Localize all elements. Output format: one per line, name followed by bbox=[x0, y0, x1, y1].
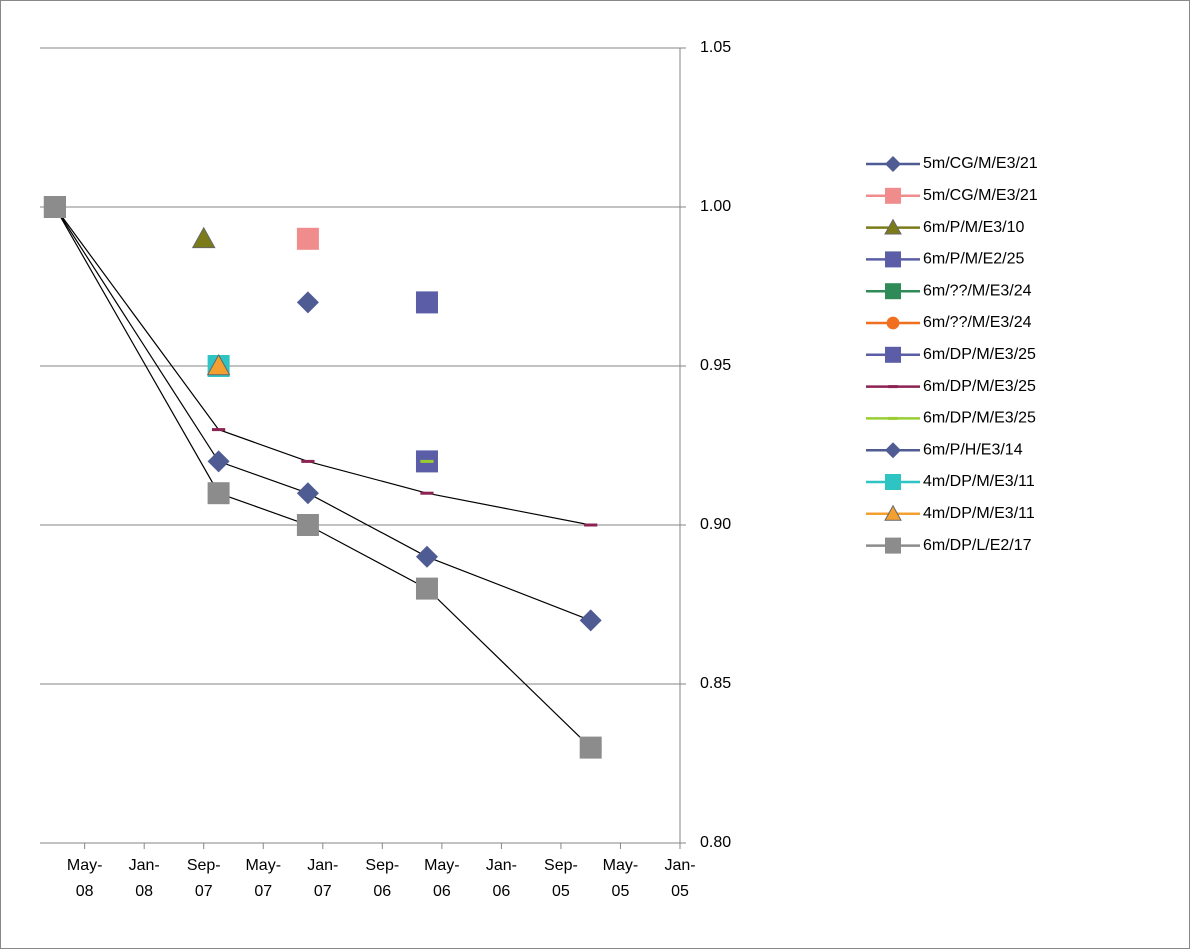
x-tick-label: Jan-08 bbox=[128, 857, 160, 900]
marker bbox=[888, 416, 898, 420]
legend-label: 6m/DP/M/E3/25 bbox=[923, 410, 1036, 427]
marker bbox=[885, 346, 901, 363]
series bbox=[296, 227, 319, 250]
legend-label: 6m/??/M/E3/24 bbox=[923, 282, 1032, 299]
marker bbox=[296, 227, 319, 250]
marker bbox=[584, 523, 598, 527]
series bbox=[206, 353, 231, 376]
marker bbox=[579, 609, 602, 632]
marker bbox=[296, 514, 319, 536]
marker bbox=[212, 428, 226, 432]
marker bbox=[301, 459, 315, 463]
marker bbox=[206, 353, 231, 376]
marker bbox=[885, 442, 901, 459]
marker bbox=[886, 316, 900, 330]
y-tick-label: 1.05 bbox=[700, 39, 731, 56]
marker bbox=[415, 577, 438, 600]
y-tick-label: 1.00 bbox=[700, 198, 731, 215]
x-tick-label: Jan-06 bbox=[485, 857, 517, 900]
marker bbox=[207, 482, 230, 505]
marker bbox=[207, 450, 230, 473]
marker bbox=[885, 537, 901, 554]
legend-label: 6m/DP/L/E2/17 bbox=[923, 537, 1032, 554]
legend-label: 6m/??/M/E3/24 bbox=[923, 314, 1032, 331]
y-tick-label: 0.95 bbox=[700, 357, 731, 374]
x-tick-label: Sep-06 bbox=[365, 857, 400, 900]
x-tick-label: Sep-07 bbox=[186, 857, 221, 900]
legend-label: 6m/P/M/E2/25 bbox=[923, 251, 1024, 268]
marker bbox=[885, 156, 901, 172]
legend-label: 5m/CG/M/E3/21 bbox=[923, 155, 1038, 172]
marker bbox=[884, 218, 902, 235]
x-tick-label: Jan-05 bbox=[664, 857, 696, 900]
series bbox=[43, 196, 602, 759]
marker bbox=[884, 504, 902, 521]
legend-label: 4m/DP/M/E3/11 bbox=[923, 473, 1035, 490]
legend-label: 6m/DP/M/E3/25 bbox=[923, 378, 1036, 395]
x-tick-label: May-07 bbox=[245, 857, 282, 900]
series bbox=[415, 291, 438, 314]
marker bbox=[885, 474, 901, 490]
marker bbox=[420, 491, 434, 495]
x-tick-label: Sep-05 bbox=[544, 857, 578, 900]
legend-label: 6m/P/H/E3/14 bbox=[923, 441, 1023, 458]
legend-label: 4m/DP/M/E3/11 bbox=[923, 505, 1035, 522]
marker bbox=[43, 196, 66, 218]
marker bbox=[191, 226, 216, 249]
marker bbox=[885, 283, 901, 300]
legend-label: 6m/P/M/E3/10 bbox=[923, 219, 1024, 236]
x-tick-label: Jan-07 bbox=[307, 857, 339, 900]
marker bbox=[885, 251, 901, 268]
series bbox=[191, 226, 216, 249]
series bbox=[296, 291, 319, 314]
x-tick-label: May-05 bbox=[602, 857, 639, 900]
marker bbox=[888, 385, 898, 389]
legend-label: 6m/DP/M/E3/25 bbox=[923, 346, 1036, 363]
marker bbox=[296, 291, 319, 314]
x-tick-label: May-08 bbox=[66, 857, 103, 900]
x-tick-label: May-06 bbox=[424, 857, 460, 900]
series bbox=[420, 459, 434, 463]
y-tick-label: 0.80 bbox=[700, 834, 731, 851]
marker bbox=[420, 459, 434, 463]
marker bbox=[579, 736, 602, 759]
y-tick-label: 0.85 bbox=[700, 675, 731, 692]
y-tick-label: 0.90 bbox=[700, 516, 731, 533]
marker bbox=[885, 187, 901, 204]
marker bbox=[415, 545, 438, 568]
marker bbox=[415, 291, 438, 314]
legend-label: 5m/CG/M/E3/21 bbox=[923, 187, 1038, 204]
marker bbox=[296, 482, 319, 505]
